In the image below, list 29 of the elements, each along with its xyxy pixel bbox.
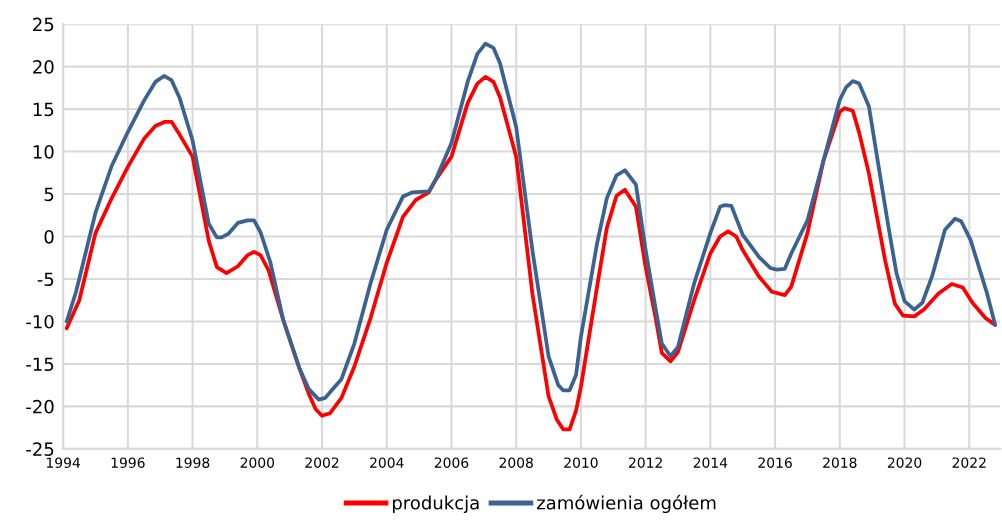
y-tick-label: -15 — [26, 357, 54, 372]
x-tick-label: 2014 — [693, 457, 728, 468]
legend-label: zamówienia ogółem — [536, 494, 716, 514]
x-tick-label: 2002 — [305, 457, 339, 468]
y-tick-label: -10 — [26, 314, 54, 329]
x-tick-label: 1998 — [176, 457, 210, 468]
y-tick-label: -5 — [37, 272, 54, 287]
x-tick-label: 2020 — [887, 457, 922, 468]
y-tick-label: 0 — [44, 229, 54, 244]
x-tick-label: 1994 — [46, 457, 81, 468]
x-tick-label: 2022 — [952, 457, 986, 468]
y-tick-label: 15 — [33, 102, 54, 117]
x-tick-label: 2004 — [370, 457, 404, 468]
y-tick-label: 25 — [33, 17, 54, 32]
y-tick-label: 20 — [33, 60, 54, 74]
x-tick-label: 2016 — [758, 457, 792, 468]
x-tick-label: 1996 — [111, 457, 145, 468]
x-tick-label: 2000 — [240, 457, 275, 468]
x-tick-label: 2018 — [823, 457, 857, 468]
y-tick-label: 5 — [44, 187, 54, 202]
x-tick-label: 2012 — [628, 457, 662, 468]
x-tick-label: 2008 — [499, 457, 533, 468]
x-tick-label: 2006 — [434, 457, 469, 468]
y-tick-label: -25 — [26, 442, 54, 456]
line-series — [64, 41, 998, 402]
legend-label: produkcja — [392, 495, 479, 514]
x-tick-label: 2010 — [564, 457, 598, 468]
y-tick-label: -20 — [26, 399, 54, 414]
y-tick-label: 10 — [33, 145, 54, 159]
